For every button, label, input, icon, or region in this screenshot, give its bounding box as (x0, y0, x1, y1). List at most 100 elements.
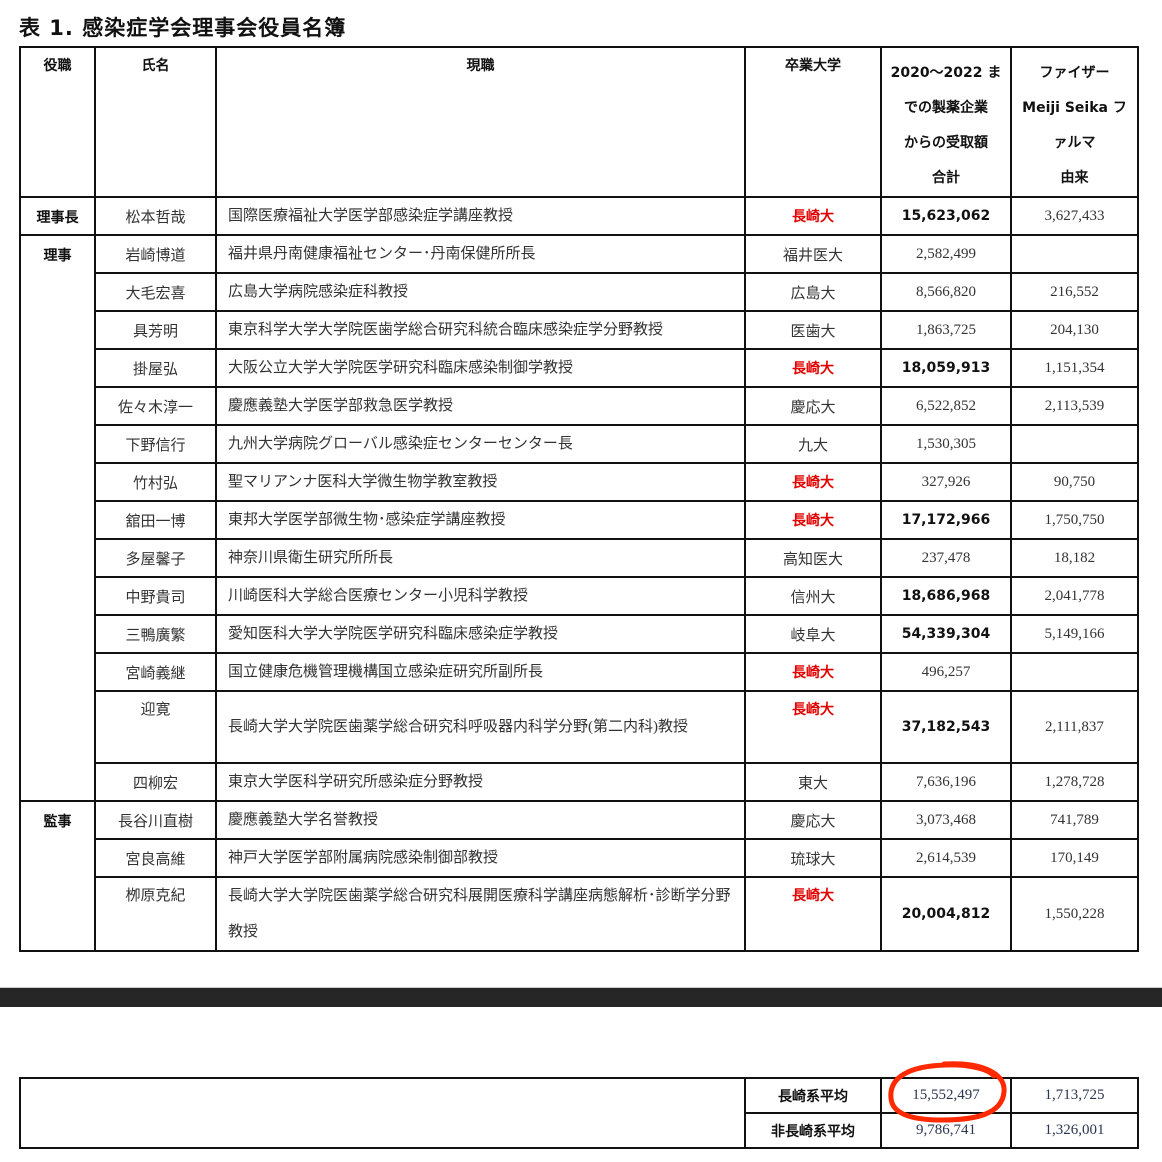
header-pfizer-line: Meiji Seika フ (1022, 100, 1127, 116)
table-row: 理事 岩崎博道 福井県丹南健康福祉センター･丹南保健所所長 福井医大 2,582,499 (19, 234, 1139, 802)
member-position: 国立健康危機管理機構国立感染症研究所副所長 (215, 652, 746, 692)
member-amount: 15,623,062 (880, 196, 1012, 236)
member-position: 東邦大学医学部微生物･感染症学講座教授 (215, 500, 746, 540)
header-pfizer-line: 由来 (1060, 170, 1089, 186)
member-name: 大毛宏喜 (94, 272, 217, 312)
member-name: 中野貴司 (94, 576, 217, 616)
member-position: 長崎大学大学院医歯薬学総合研究科展開医療科学講座病態解析･診断学分野教授 (215, 876, 746, 952)
header-position: 現職 (215, 46, 746, 198)
table-row: 具芳明 東京科学大学大学院医歯学総合研究科統合臨床感染症学分野教授 医歯大 1,863… (20, 310, 1139, 350)
member-amount: 2,614,539 (880, 838, 1012, 878)
header-amount-line: からの受取額 (904, 135, 988, 151)
member-name: 三鴨廣繁 (94, 614, 217, 654)
page-separator-bar (0, 987, 1162, 1007)
member-name: 多屋馨子 (94, 538, 217, 578)
member-amount: 18,686,968 (880, 576, 1012, 616)
member-position: 神奈川県衛生研究所所長 (215, 538, 746, 578)
member-position: 長崎大学大学院医歯薬学総合研究科呼吸器内科学分野(第二内科)教授 (215, 690, 746, 764)
member-university: 高知医大 (744, 538, 882, 578)
role-cell: 監事 (19, 800, 96, 952)
member-name: 長谷川直樹 (94, 800, 217, 840)
member-position: 広島大学病院感染症科教授 (215, 272, 746, 312)
member-university: 長崎大 (744, 652, 882, 692)
member-amount: 18,059,913 (880, 348, 1012, 388)
member-position: 神戸大学医学部附属病院感染制御部教授 (215, 838, 746, 878)
member-name: 岩崎博道 (94, 234, 217, 274)
member-amount: 8,566,820 (880, 272, 1012, 312)
header-amount: 2020～2022 ま での製薬企業 からの受取額 合計 (880, 46, 1012, 198)
member-name: 栁原克紀 (94, 876, 217, 952)
table-row: 舘田一博 東邦大学医学部微生物･感染症学講座教授 長崎大 17,172,966 1,75… (20, 500, 1139, 540)
member-pfizer: 1,151,354 (1010, 348, 1139, 388)
member-pfizer (1010, 424, 1139, 464)
member-name: 下野信行 (94, 424, 217, 464)
member-university: 広島大 (744, 272, 882, 312)
member-position: 川崎医科大学総合医療センター小児科学教授 (215, 576, 746, 616)
member-pfizer: 170,149 (1010, 838, 1139, 878)
member-amount: 20,004,812 (880, 876, 1012, 952)
member-pfizer: 5,149,166 (1010, 614, 1139, 654)
member-pfizer: 3,627,433 (1010, 196, 1139, 236)
member-name: 松本哲哉 (94, 196, 217, 236)
table-row: 四柳宏 東京大学医科学研究所感染症分野教授 東大 7,636,196 1,278,728 (20, 762, 1139, 802)
table-row: 大毛宏喜 広島大学病院感染症科教授 広島大 8,566,820 216,552 (20, 272, 1139, 312)
member-pfizer: 741,789 (1010, 800, 1139, 840)
member-name: 掛屋弘 (94, 348, 217, 388)
member-pfizer: 216,552 (1010, 272, 1139, 312)
member-position: 東京大学医科学研究所感染症分野教授 (215, 762, 746, 802)
blank-cell (19, 1077, 746, 1149)
member-name: 宮良高維 (94, 838, 217, 878)
member-position: 九州大学病院グローバル感染症センターセンター長 (215, 424, 746, 464)
member-pfizer: 18,182 (1010, 538, 1139, 578)
member-university: 長崎大 (744, 690, 882, 764)
member-position: 東京科学大学大学院医歯学総合研究科統合臨床感染症学分野教授 (215, 310, 746, 350)
member-name: 宮崎義継 (94, 652, 217, 692)
member-amount: 327,926 (880, 462, 1012, 502)
member-university: 長崎大 (744, 348, 882, 388)
header-pfizer-line: ァルマ (1053, 135, 1096, 151)
member-pfizer: 1,750,750 (1010, 500, 1139, 540)
member-amount: 17,172,966 (880, 500, 1012, 540)
table-row: 多屋馨子 神奈川県衛生研究所所長 高知医大 237,478 18,182 (20, 538, 1139, 578)
member-amount: 54,339,304 (880, 614, 1012, 654)
table-title: 表 1. 感染症学会理事会役員名簿 (19, 16, 347, 40)
average-label: 非長崎系平均 (744, 1112, 882, 1149)
member-university: 医歯大 (744, 310, 882, 350)
member-name: 四柳宏 (94, 762, 217, 802)
member-amount: 37,182,543 (880, 690, 1012, 764)
member-university: 慶応大 (744, 800, 882, 840)
header-amount-line: での製薬企業 (904, 100, 988, 116)
red-circle-annotation (888, 1061, 1007, 1123)
member-amount: 7,636,196 (880, 762, 1012, 802)
table-row: 佐々木淳一 慶應義塾大学医学部救急医学教授 慶応大 6,522,852 2,113,53… (20, 386, 1139, 426)
member-position: 国際医療福祉大学医学部感染症学講座教授 (215, 196, 746, 236)
member-university: 長崎大 (744, 462, 882, 502)
header-row: 役職 氏名 現職 卒業大学 2020～2022 ま での製薬企業 からの受取額 … (19, 46, 1139, 198)
table-row: 迎寛 長崎大学大学院医歯薬学総合研究科呼吸器内科学分野(第二内科)教授 長崎大 37,… (20, 690, 1139, 764)
member-amount: 1,530,305 (880, 424, 1012, 464)
member-amount: 237,478 (880, 538, 1012, 578)
member-name: 舘田一博 (94, 500, 217, 540)
table-row: 栁原克紀 長崎大学大学院医歯薬学総合研究科展開医療科学講座病態解析･診断学分野教授… (20, 876, 1139, 952)
table-row: 掛屋弘 大阪公立大学大学院医学研究科臨床感染制御学教授 長崎大 18,059,913 1… (20, 348, 1139, 388)
member-university: 慶応大 (744, 386, 882, 426)
member-amount: 2,582,499 (880, 234, 1012, 274)
member-name: 具芳明 (94, 310, 217, 350)
table-row: 三鴨廣繁 愛知医科大学大学院医学研究科臨床感染症学教授 岐阜大 54,339,304 5… (20, 614, 1139, 654)
averages-table: 長崎系平均 15,552,497 1,713,725 非長崎系平均 9,786,… (19, 1077, 1139, 1149)
member-pfizer: 2,111,837 (1010, 690, 1139, 764)
member-pfizer (1010, 234, 1139, 274)
average-row: 非長崎系平均 9,786,741 1,326,001 (20, 1112, 1139, 1149)
header-pfizer: ファイザー Meiji Seika フ ァルマ 由来 (1010, 46, 1139, 198)
member-amount: 6,522,852 (880, 386, 1012, 426)
member-position: 愛知医科大学大学院医学研究科臨床感染症学教授 (215, 614, 746, 654)
table-row: 中野貴司 川崎医科大学総合医療センター小児科学教授 信州大 18,686,968 2,0… (20, 576, 1139, 616)
member-position: 福井県丹南健康福祉センター･丹南保健所所長 (215, 234, 746, 274)
average-pfizer: 1,326,001 (1010, 1112, 1139, 1149)
header-pfizer-line: ファイザー (1039, 65, 1110, 81)
table-row: 宮崎義継 国立健康危機管理機構国立感染症研究所副所長 長崎大 496,257 (20, 652, 1139, 692)
member-name: 竹村弘 (94, 462, 217, 502)
average-label: 長崎系平均 (744, 1077, 882, 1114)
role-cell: 理事長 (19, 196, 96, 236)
member-pfizer: 1,550,228 (1010, 876, 1139, 952)
